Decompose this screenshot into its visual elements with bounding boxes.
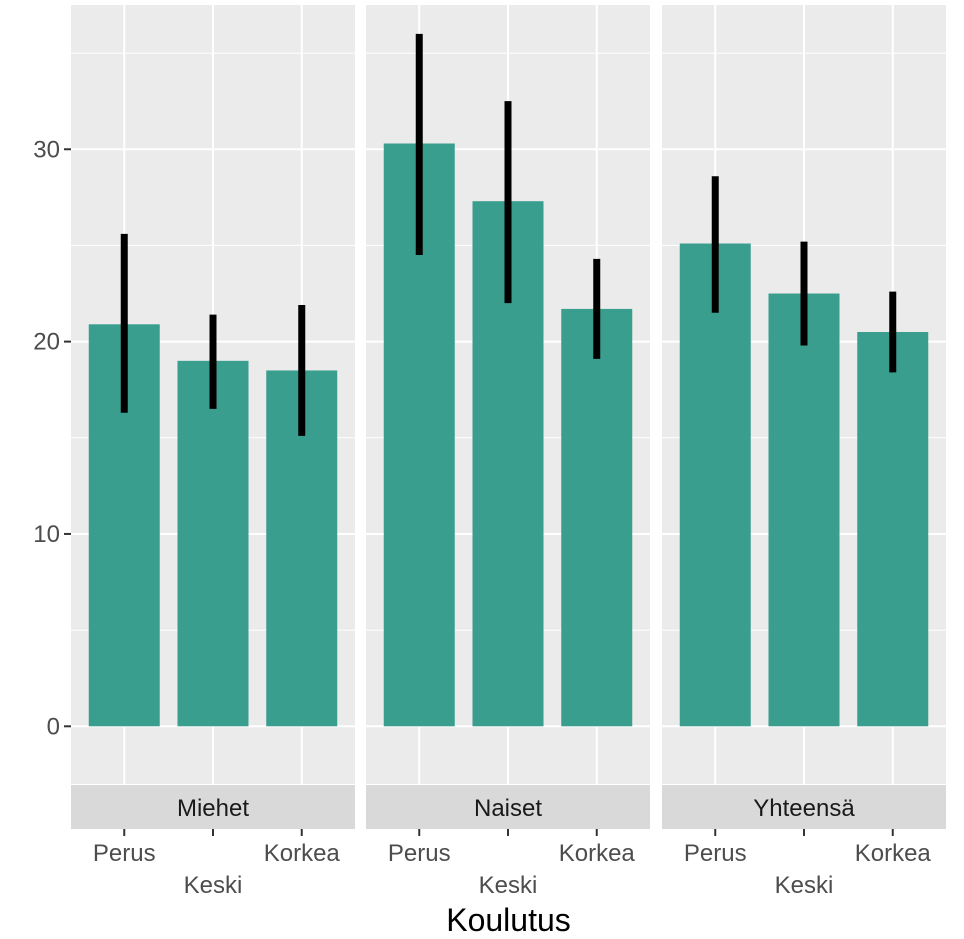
facet-strip-label: Miehet — [177, 795, 249, 822]
x-tick-label: Keski — [479, 872, 538, 899]
x-tick-label: Keski — [775, 872, 834, 899]
y-tick-label: 30 — [33, 136, 60, 163]
x-tick-label: Korkea — [264, 840, 341, 867]
bar-yhteensä-korkea — [857, 331, 929, 727]
x-tick-label: Keski — [184, 872, 243, 899]
facet-strip-label: Yhteensä — [753, 795, 855, 822]
facet-strip-label: Naiset — [474, 795, 542, 822]
facet-strip — [366, 785, 650, 829]
x-tick-label: Perus — [684, 840, 747, 867]
x-tick-label: Korkea — [855, 840, 932, 867]
x-tick-label: Korkea — [559, 840, 636, 867]
facet-strip — [71, 785, 355, 829]
x-tick-label: Perus — [388, 840, 451, 867]
y-tick-label: 20 — [33, 329, 60, 356]
y-tick-label: 0 — [47, 713, 60, 740]
x-axis-title: Koulutus — [446, 902, 571, 938]
bar-yhteensä-keski — [768, 293, 840, 727]
bar-miehet-keski — [177, 360, 249, 727]
bar-naiset-korkea — [561, 308, 633, 727]
bar-yhteensä-perus — [679, 243, 751, 727]
facet-strip — [662, 785, 946, 829]
y-tick-label: 10 — [33, 521, 60, 548]
x-tick-label: Perus — [93, 840, 156, 867]
